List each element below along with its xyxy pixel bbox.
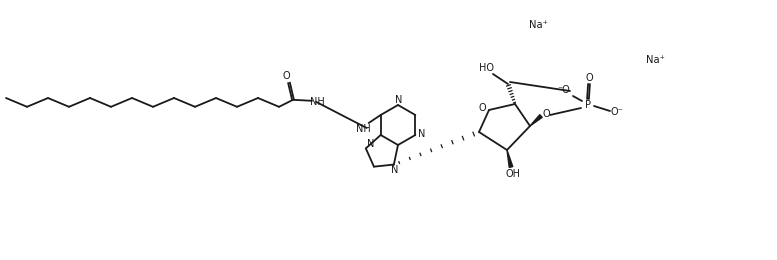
Text: O: O: [585, 73, 593, 82]
Text: O⁻: O⁻: [610, 107, 623, 116]
Text: NH: NH: [356, 124, 371, 134]
Text: P: P: [585, 100, 591, 110]
Text: Na⁺: Na⁺: [528, 20, 548, 30]
Text: O: O: [479, 102, 486, 113]
Text: N: N: [395, 95, 402, 105]
Text: HO: HO: [479, 62, 494, 73]
Text: N: N: [417, 129, 425, 139]
Text: ⁻O: ⁻O: [557, 84, 570, 94]
Text: OH: OH: [506, 169, 521, 179]
Text: N: N: [391, 165, 399, 175]
Polygon shape: [530, 115, 542, 126]
Text: O: O: [542, 109, 550, 119]
Polygon shape: [507, 150, 513, 167]
Text: NH: NH: [310, 97, 325, 107]
Text: Na⁺: Na⁺: [646, 55, 664, 65]
Text: N: N: [367, 139, 375, 150]
Text: O: O: [282, 71, 290, 81]
